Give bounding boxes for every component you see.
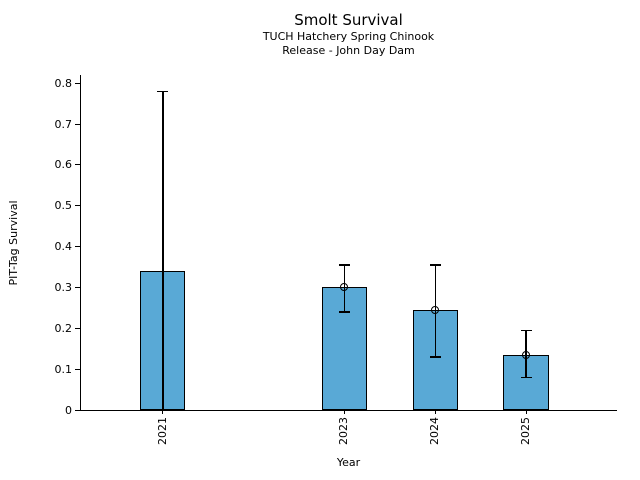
y-tick bbox=[75, 164, 80, 166]
y-tick-label: 0.6 bbox=[54, 158, 73, 172]
x-tick bbox=[343, 410, 345, 414]
chart-subtitle-line2: Release - John Day Dam bbox=[282, 44, 415, 57]
x-axis-label: Year bbox=[336, 456, 361, 469]
y-tick-label: 0.3 bbox=[54, 280, 73, 294]
y-tick-label: 0.5 bbox=[54, 199, 73, 213]
error-cap-top bbox=[338, 264, 350, 266]
y-tick-label: 0.4 bbox=[54, 240, 73, 254]
plot-area: 0 0.1 0.2 0.3 0.4 0.5 0.6 0.7 0.8 2021 2023 2024 202… bbox=[55, 75, 617, 445]
error-cap-top bbox=[429, 264, 441, 266]
error-cap-top bbox=[157, 90, 169, 93]
y-tick bbox=[75, 123, 80, 125]
error-cap-bottom bbox=[520, 376, 532, 379]
error-cap-bottom bbox=[429, 356, 441, 358]
title-block: Smolt Survival TUCH Hatchery Spring Chin… bbox=[80, 11, 617, 58]
error-cap-bottom bbox=[338, 311, 350, 313]
y-tick-label: 0.7 bbox=[54, 117, 73, 131]
y-tick-label: 0 bbox=[65, 403, 72, 417]
x-tick-label: 2025 bbox=[519, 417, 533, 445]
y-tick-label: 0.2 bbox=[54, 321, 73, 335]
x-tick-label: 2023 bbox=[337, 417, 351, 445]
x-tick-label: 2024 bbox=[428, 417, 442, 445]
chart-title: Smolt Survival bbox=[294, 11, 403, 29]
y-tick-label: 0.1 bbox=[54, 362, 73, 376]
y-tick-label: 0.8 bbox=[54, 76, 73, 90]
data-point-marker bbox=[340, 283, 349, 292]
chart-subtitle-line1: TUCH Hatchery Spring Chinook bbox=[262, 30, 435, 43]
x-tick bbox=[162, 410, 164, 414]
x-tick bbox=[525, 410, 527, 414]
error-cap-top bbox=[520, 329, 532, 332]
y-tick bbox=[75, 368, 80, 370]
y-tick bbox=[75, 246, 80, 248]
data-point-marker bbox=[431, 305, 440, 314]
error-bar bbox=[162, 91, 164, 410]
y-tick bbox=[75, 205, 80, 207]
y-tick bbox=[75, 409, 80, 411]
x-tick-label: 2021 bbox=[155, 417, 169, 445]
y-tick bbox=[75, 327, 80, 329]
y-axis-label: PIT-Tag Survival bbox=[7, 200, 20, 286]
data-point-marker bbox=[522, 350, 531, 359]
x-tick bbox=[434, 410, 436, 414]
y-tick bbox=[75, 82, 80, 84]
y-tick bbox=[75, 286, 80, 288]
